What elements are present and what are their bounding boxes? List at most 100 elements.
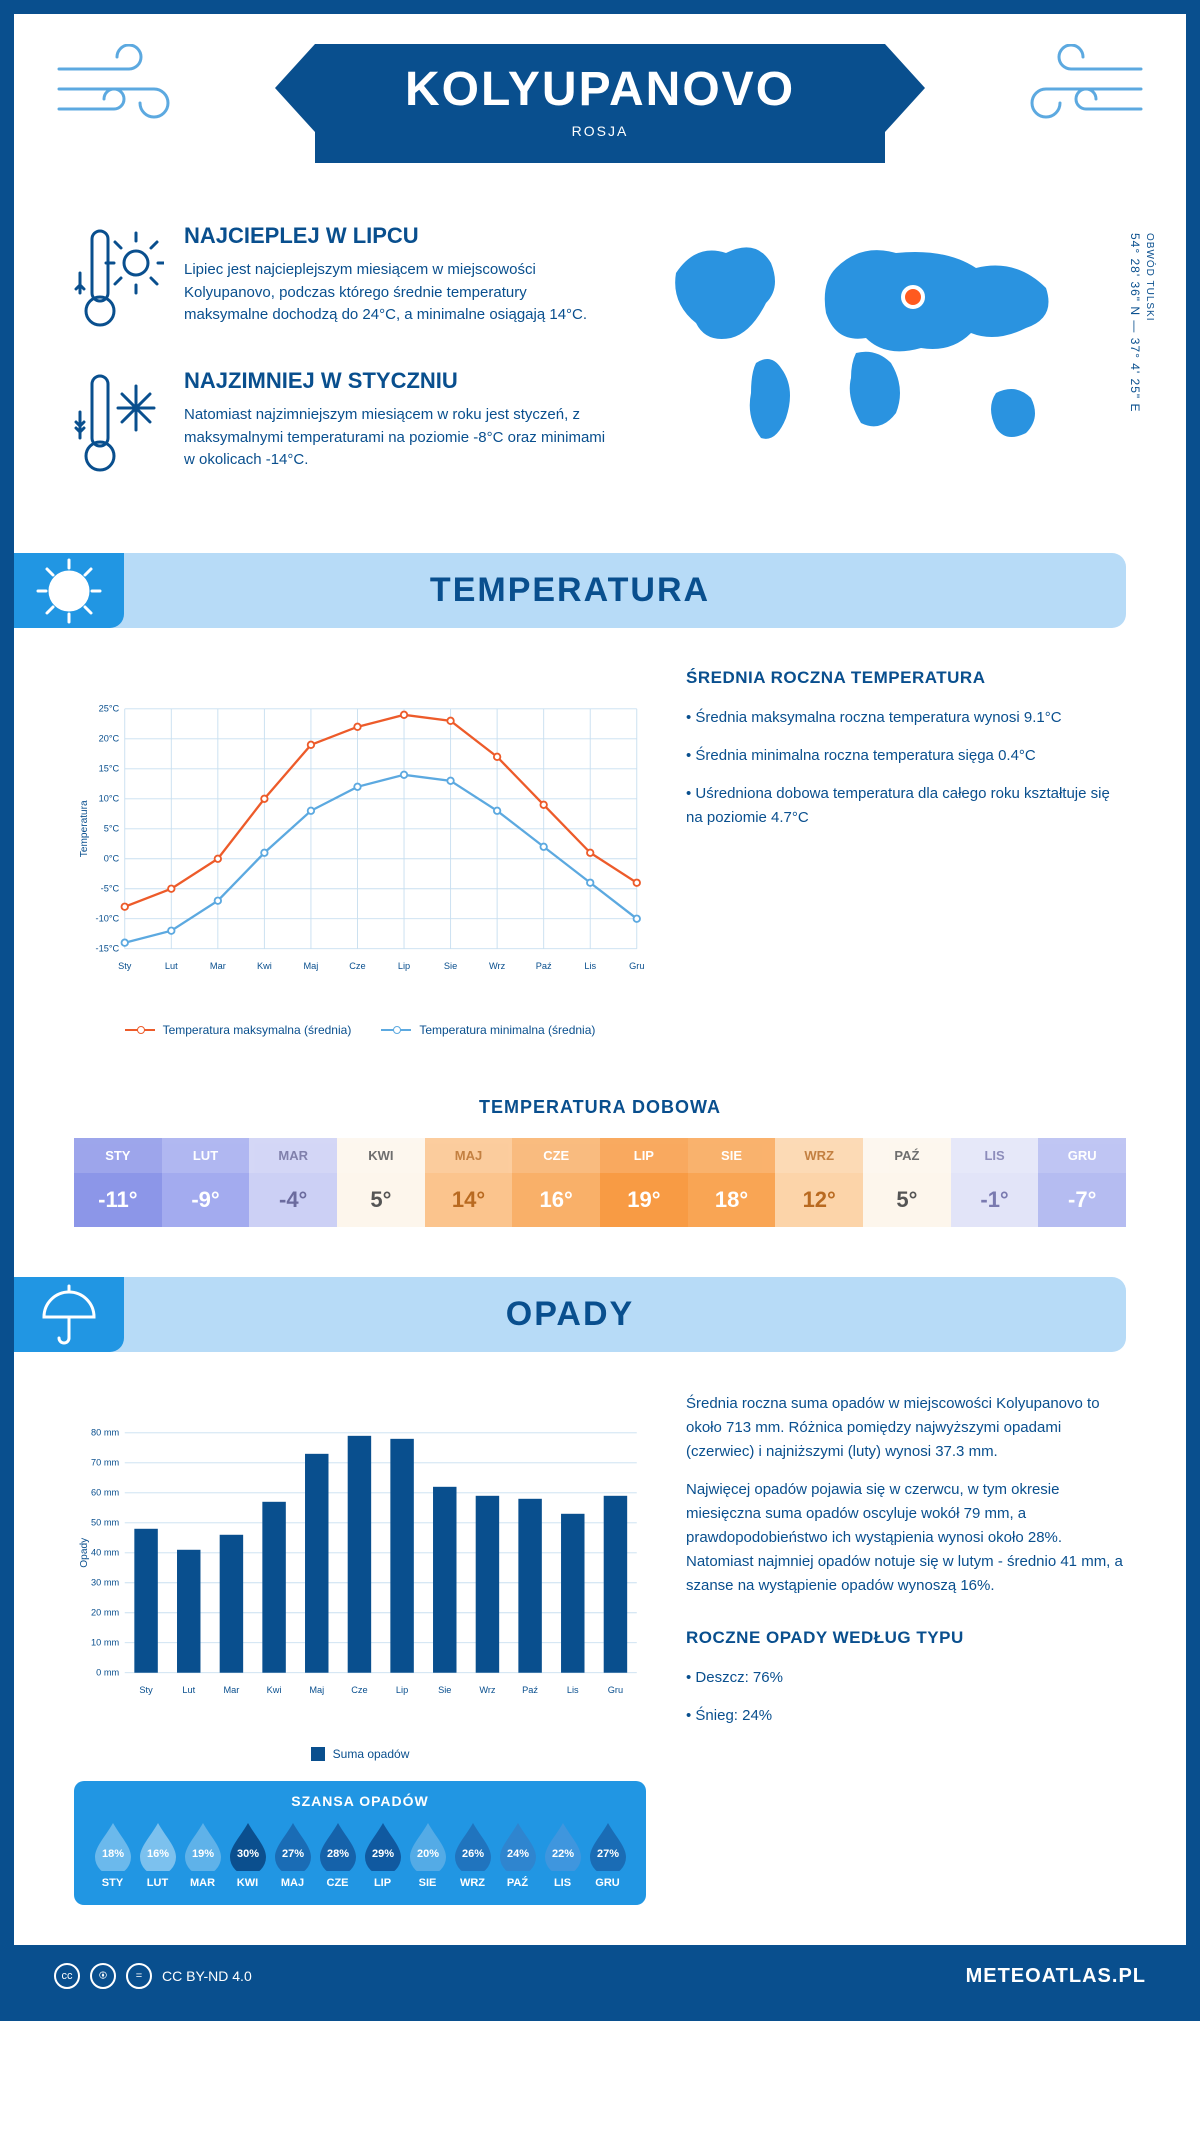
world-map-icon xyxy=(646,223,1086,463)
month-cell: MAR-4° xyxy=(249,1138,337,1227)
svg-text:10 mm: 10 mm xyxy=(91,1637,119,1647)
info-bullet: • Uśredniona dobowa temperatura dla całe… xyxy=(686,782,1126,830)
svg-text:Lip: Lip xyxy=(396,1685,408,1695)
month-cell: PAŹ5° xyxy=(863,1138,951,1227)
license-block: cc 🅯 = CC BY-ND 4.0 xyxy=(54,1963,252,1989)
chance-block: SZANSA OPADÓW 18%STY16%LUT19%MAR30%KWI27… xyxy=(74,1781,646,1905)
month-cell: LIP19° xyxy=(600,1138,688,1227)
precip-info: Średnia roczna suma opadów w miejscowośc… xyxy=(686,1392,1126,1905)
svg-text:Lis: Lis xyxy=(584,961,596,971)
svg-text:Sty: Sty xyxy=(139,1685,153,1695)
license-text: CC BY-ND 4.0 xyxy=(162,1968,252,1984)
thermometer-cold-icon xyxy=(74,368,164,483)
svg-text:Cze: Cze xyxy=(349,961,365,971)
svg-text:50 mm: 50 mm xyxy=(91,1518,119,1528)
precip-chart-row: 0 mm 10 mm 20 mm 30 mm 40 mm 50 mm 60 mm 70 mm 8… xyxy=(14,1352,1186,1945)
temperature-legend: Temperatura maksymalna (średnia) Tempera… xyxy=(74,1023,646,1037)
facts-column: NAJCIEPLEJ W LIPCU Lipiec jest najcieple… xyxy=(74,223,606,513)
info-bullet: • Średnia maksymalna roczna temperatura … xyxy=(686,706,1126,730)
drop-item: 18%STY xyxy=(90,1821,135,1889)
svg-text:70 mm: 70 mm xyxy=(91,1458,119,1468)
svg-text:60 mm: 60 mm xyxy=(91,1488,119,1498)
precip-legend: Suma opadów xyxy=(74,1747,646,1761)
svg-text:Temperatura: Temperatura xyxy=(79,800,90,857)
svg-text:Kwi: Kwi xyxy=(267,1685,282,1695)
header: KOLYUPANOVO ROSJA xyxy=(14,14,1186,223)
legend-max: Temperatura maksymalna (średnia) xyxy=(163,1023,352,1037)
region-label: OBWÓD TULSKI xyxy=(1144,233,1155,322)
drop-item: 19%MAR xyxy=(180,1821,225,1889)
hot-fact: NAJCIEPLEJ W LIPCU Lipiec jest najcieple… xyxy=(74,223,606,338)
svg-text:29%: 29% xyxy=(371,1848,393,1860)
info-paragraph: Najwięcej opadów pojawia się w czerwcu, … xyxy=(686,1478,1126,1598)
svg-text:Wrz: Wrz xyxy=(489,961,506,971)
precip-type-title: ROCZNE OPADY WEDŁUG TYPU xyxy=(686,1628,1126,1648)
svg-text:-10°C: -10°C xyxy=(96,913,120,923)
svg-text:30 mm: 30 mm xyxy=(91,1578,119,1588)
title-banner: KOLYUPANOVO ROSJA xyxy=(315,44,885,163)
drop-item: 16%LUT xyxy=(135,1821,180,1889)
svg-text:-15°C: -15°C xyxy=(96,943,120,953)
svg-text:16%: 16% xyxy=(146,1848,168,1860)
svg-text:20 mm: 20 mm xyxy=(91,1608,119,1618)
precip-header: OPADY xyxy=(14,1277,1126,1352)
wind-icon xyxy=(1006,44,1146,134)
by-icon: 🅯 xyxy=(90,1963,116,1989)
svg-text:Cze: Cze xyxy=(351,1685,367,1695)
month-cell: SIE18° xyxy=(688,1138,776,1227)
svg-text:5°C: 5°C xyxy=(104,824,120,834)
umbrella-icon xyxy=(14,1277,124,1352)
svg-text:-5°C: -5°C xyxy=(101,884,120,894)
month-cell: KWI5° xyxy=(337,1138,425,1227)
drop-item: 28%CZE xyxy=(315,1821,360,1889)
infographic-page: KOLYUPANOVO ROSJA NAJCIEPLEJ W LIPCU Lip… xyxy=(0,0,1200,2021)
svg-text:Gru: Gru xyxy=(608,1685,623,1695)
svg-text:20%: 20% xyxy=(416,1848,438,1860)
drop-item: 22%LIS xyxy=(540,1821,585,1889)
temperature-heading: TEMPERATURA xyxy=(14,571,1126,610)
svg-text:Gru: Gru xyxy=(629,961,644,971)
svg-text:15°C: 15°C xyxy=(99,764,120,774)
svg-text:Maj: Maj xyxy=(309,1685,324,1695)
avg-temp-title: ŚREDNIA ROCZNA TEMPERATURA xyxy=(686,668,1126,688)
month-cell: GRU-7° xyxy=(1038,1138,1126,1227)
svg-text:Lut: Lut xyxy=(182,1685,195,1695)
nd-icon: = xyxy=(126,1963,152,1989)
intro-section: NAJCIEPLEJ W LIPCU Lipiec jest najcieple… xyxy=(14,223,1186,553)
coordinates: OBWÓD TULSKI 54° 28' 36" N — 37° 4' 25" … xyxy=(1128,233,1156,412)
svg-text:Lis: Lis xyxy=(567,1685,579,1695)
site-name: METEOATLAS.PL xyxy=(966,1965,1146,1988)
svg-text:0 mm: 0 mm xyxy=(96,1667,119,1677)
city-name: KOLYUPANOVO xyxy=(405,62,795,117)
precip-heading: OPADY xyxy=(14,1295,1126,1334)
info-bullet: • Śnieg: 24% xyxy=(686,1704,1126,1728)
daily-temp-table: STY-11°LUT-9°MAR-4°KWI5°MAJ14°CZE16°LIP1… xyxy=(74,1138,1126,1227)
cold-text: Natomiast najzimniejszym miesiącem w rok… xyxy=(184,404,606,472)
thermometer-hot-icon xyxy=(74,223,164,338)
svg-text:10°C: 10°C xyxy=(99,794,120,804)
svg-text:Opady: Opady xyxy=(79,1537,90,1568)
footer: cc 🅯 = CC BY-ND 4.0 METEOATLAS.PL xyxy=(14,1945,1186,2007)
location-marker-icon xyxy=(901,285,925,309)
svg-text:80 mm: 80 mm xyxy=(91,1428,119,1438)
svg-text:28%: 28% xyxy=(326,1848,348,1860)
month-cell: LUT-9° xyxy=(162,1138,250,1227)
svg-text:Lip: Lip xyxy=(398,961,410,971)
month-cell: CZE16° xyxy=(512,1138,600,1227)
svg-text:Sty: Sty xyxy=(118,961,132,971)
svg-text:Paź: Paź xyxy=(522,1685,538,1695)
drop-item: 29%LIP xyxy=(360,1821,405,1889)
svg-text:25°C: 25°C xyxy=(99,704,120,714)
svg-text:Paź: Paź xyxy=(536,961,552,971)
sun-icon xyxy=(14,553,124,628)
cold-fact: NAJZIMNIEJ W STYCZNIU Natomiast najzimni… xyxy=(74,368,606,483)
month-cell: MAJ14° xyxy=(425,1138,513,1227)
info-bullet: • Deszcz: 76% xyxy=(686,1666,1126,1690)
svg-text:40 mm: 40 mm xyxy=(91,1548,119,1558)
svg-text:26%: 26% xyxy=(461,1848,483,1860)
cc-icon: cc xyxy=(54,1963,80,1989)
chance-title: SZANSA OPADÓW xyxy=(90,1793,630,1809)
wind-icon xyxy=(54,44,194,134)
svg-text:30%: 30% xyxy=(236,1848,258,1860)
country-name: ROSJA xyxy=(405,123,795,139)
